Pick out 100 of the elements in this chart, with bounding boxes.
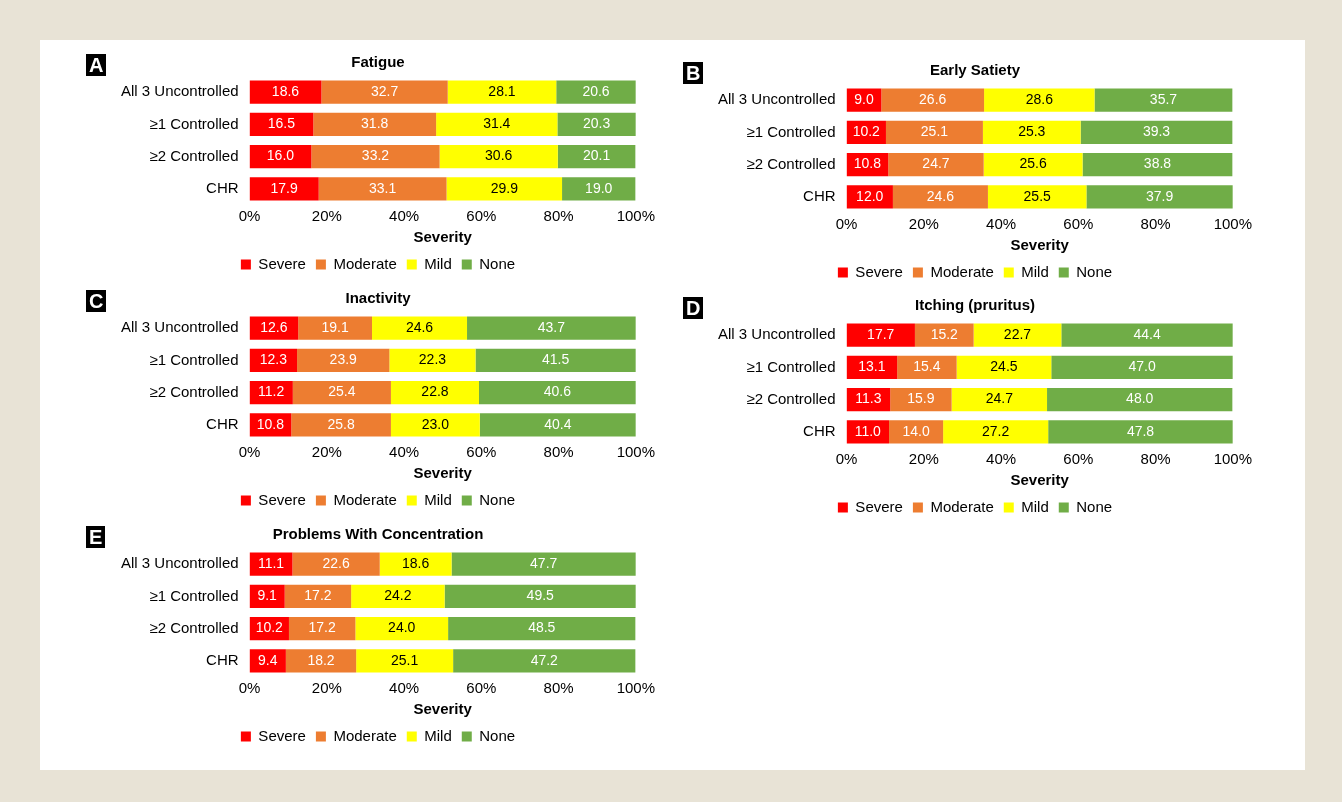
data-label: 47.8 [1126, 422, 1155, 439]
bar [956, 355, 1052, 380]
bar [556, 80, 636, 104]
data-label: 24.5 [990, 358, 1018, 375]
x-tick-label: 20% [908, 450, 939, 468]
data-label: 25.6 [1019, 155, 1047, 172]
data-label: 31.8 [361, 115, 389, 132]
bar [321, 80, 448, 104]
data-label: 35.7 [1149, 90, 1178, 107]
bar [914, 323, 974, 347]
data-label: 25.3 [1018, 123, 1046, 140]
bar [1048, 420, 1233, 444]
bar [982, 120, 1081, 145]
legend-label: None [479, 254, 516, 272]
bar [355, 616, 449, 641]
x-tick-label: 100% [1213, 450, 1253, 468]
x-tick-label: 100% [616, 443, 656, 461]
data-label: 23.0 [421, 415, 450, 432]
bar [292, 552, 380, 576]
y-tick-label: CHR [206, 651, 239, 669]
bar [885, 120, 983, 145]
bar [562, 177, 636, 201]
bar [557, 144, 636, 169]
bar [389, 348, 476, 373]
data-label: 24.7 [922, 155, 950, 172]
data-label: 17.9 [270, 179, 298, 196]
bar [1047, 387, 1233, 412]
bar [249, 552, 293, 576]
data-label: 33.2 [361, 147, 390, 164]
x-tick-label: 60% [466, 207, 497, 225]
x-axis-title: Severity [413, 700, 473, 718]
bar [897, 355, 957, 380]
bar [1082, 152, 1233, 177]
data-label: 20.3 [582, 115, 611, 132]
y-tick-label: All 3 Uncontrolled [121, 554, 239, 572]
x-tick-label: 80% [543, 207, 574, 225]
bar [390, 413, 480, 437]
data-label: 22.3 [418, 351, 447, 368]
x-tick-label: 80% [1140, 215, 1171, 233]
x-tick-label: 80% [543, 443, 574, 461]
bar [943, 420, 1049, 444]
text: B [683, 62, 704, 84]
y-tick-label: ≥2 Controlled [149, 146, 239, 164]
x-tick-label: 100% [616, 679, 656, 697]
bar [1061, 323, 1233, 347]
bar [467, 316, 636, 340]
bar [356, 649, 454, 673]
data-label: 31.4 [483, 115, 511, 132]
data-label: 11.3 [855, 390, 882, 407]
data-label: 9.1 [257, 587, 278, 604]
data-label: 40.6 [543, 383, 572, 400]
bar [446, 177, 563, 201]
data-label: 47.2 [530, 651, 559, 668]
bar [881, 88, 985, 112]
x-tick-label: 0% [835, 450, 858, 468]
legend-label: Mild [1021, 497, 1049, 515]
data-label: 28.1 [488, 82, 516, 99]
legend-label: Severe [258, 254, 306, 272]
bar [249, 177, 319, 201]
data-label: 20.6 [582, 82, 610, 99]
bar [987, 185, 1087, 209]
text: E [86, 526, 106, 548]
chart-title: Early Satiety [929, 61, 1021, 79]
x-axis-title: Severity [1010, 236, 1070, 254]
bar [291, 413, 391, 437]
legend-label: Moderate [333, 254, 397, 272]
data-label: 23.9 [329, 351, 358, 368]
x-tick-label: 20% [311, 679, 342, 697]
data-label: 22.6 [322, 554, 350, 571]
x-tick-label: 20% [908, 215, 939, 233]
x-tick-label: 80% [543, 679, 574, 697]
data-label: 24.6 [926, 187, 955, 204]
x-tick-label: 40% [389, 679, 420, 697]
legend-label: Severe [258, 726, 306, 744]
y-tick-label: CHR [206, 415, 239, 433]
data-label: 16.5 [267, 115, 296, 132]
data-label: 11.1 [257, 554, 285, 571]
x-tick-label: 0% [835, 215, 858, 233]
x-tick-label: 40% [389, 443, 420, 461]
x-tick-label: 60% [466, 679, 497, 697]
data-label: 10.8 [853, 155, 882, 172]
legend-label: Mild [424, 490, 452, 508]
data-label: 25.1 [920, 123, 949, 140]
y-tick-label: ≥2 Controlled [746, 154, 836, 172]
x-tick-label: 100% [616, 207, 656, 225]
data-label: 44.4 [1133, 325, 1161, 342]
data-label: 9.4 [257, 651, 278, 668]
x-tick-label: 60% [466, 443, 497, 461]
data-label: 49.5 [526, 587, 555, 604]
legend-label: None [1076, 262, 1113, 280]
data-label: 38.8 [1143, 155, 1172, 172]
legend-label: Moderate [333, 726, 397, 744]
data-label: 17.2 [304, 587, 332, 604]
bar [249, 80, 322, 104]
x-tick-label: 20% [311, 443, 342, 461]
bar [890, 387, 952, 412]
data-label: 15.4 [913, 358, 941, 375]
bar [297, 348, 390, 373]
data-label: 22.7 [1003, 325, 1032, 342]
text: A [86, 54, 107, 76]
